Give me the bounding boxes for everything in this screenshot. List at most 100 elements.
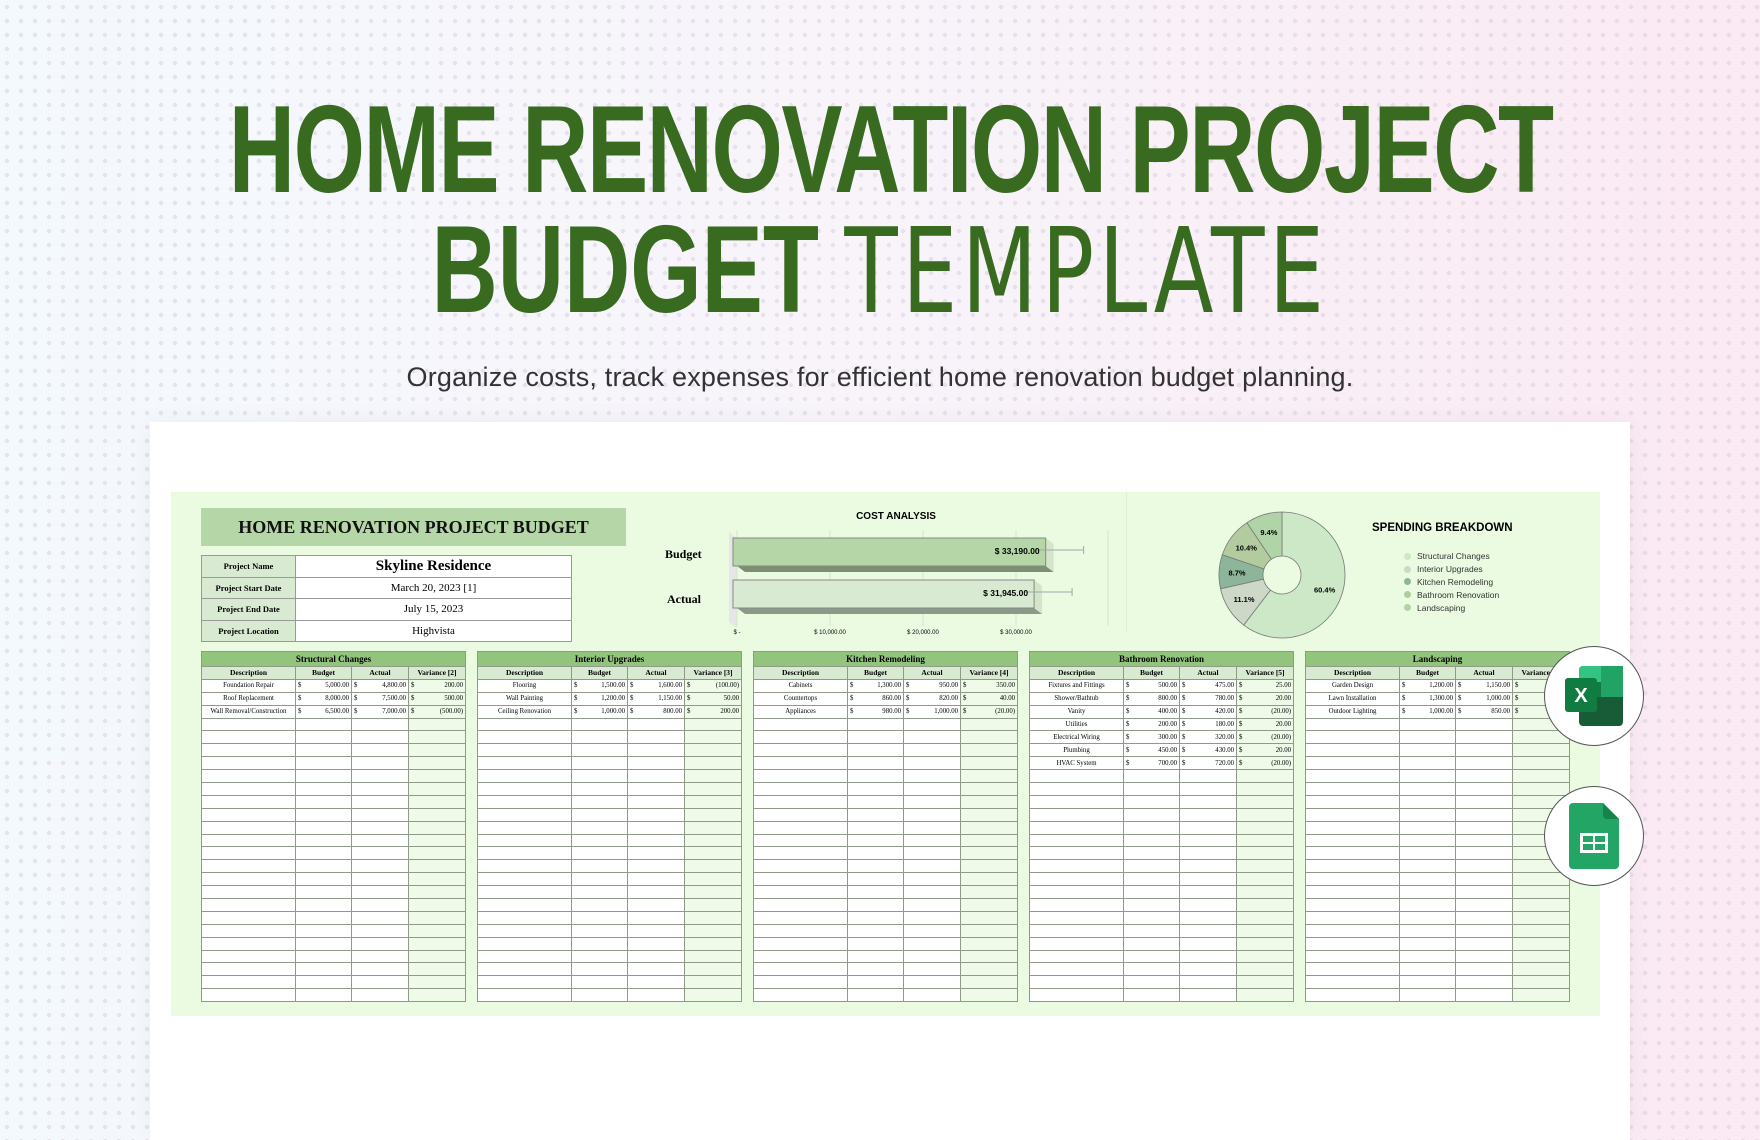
empty-cell[interactable] xyxy=(1455,833,1513,848)
empty-cell[interactable] xyxy=(627,975,685,990)
empty-cell[interactable] xyxy=(847,794,904,809)
empty-cell[interactable] xyxy=(903,988,961,1003)
amount-cell[interactable]: $800.00 xyxy=(627,704,685,719)
empty-cell[interactable] xyxy=(1029,949,1124,964)
amount-cell[interactable]: $300.00 xyxy=(1123,730,1180,745)
empty-cell[interactable] xyxy=(847,782,904,796)
empty-cell[interactable] xyxy=(571,898,628,912)
empty-cell[interactable] xyxy=(201,988,296,1003)
empty-cell[interactable] xyxy=(1029,872,1124,887)
empty-cell[interactable] xyxy=(1399,833,1456,848)
empty-cell[interactable] xyxy=(477,898,572,912)
empty-cell[interactable] xyxy=(847,833,904,848)
empty-cell[interactable] xyxy=(683,846,743,861)
empty-cell[interactable] xyxy=(407,743,467,758)
empty-cell[interactable] xyxy=(351,846,409,861)
empty-cell[interactable] xyxy=(903,885,961,900)
empty-cell[interactable] xyxy=(903,794,961,809)
empty-cell[interactable] xyxy=(477,923,572,938)
amount-cell[interactable]: $ (20.00) xyxy=(960,704,1018,719)
empty-cell[interactable] xyxy=(903,846,961,861)
empty-cell[interactable] xyxy=(683,975,743,990)
empty-cell[interactable] xyxy=(627,898,685,912)
empty-cell[interactable] xyxy=(683,820,743,835)
empty-cell[interactable] xyxy=(477,807,572,822)
description-cell[interactable]: Fixtures and Fittings xyxy=(1029,678,1124,693)
empty-cell[interactable] xyxy=(571,923,628,938)
empty-cell[interactable] xyxy=(1305,936,1400,951)
amount-cell[interactable]: $800.00 xyxy=(1123,691,1180,706)
empty-cell[interactable] xyxy=(903,975,961,990)
empty-cell[interactable] xyxy=(295,743,352,758)
empty-cell[interactable] xyxy=(903,717,961,732)
empty-cell[interactable] xyxy=(295,898,352,912)
empty-cell[interactable] xyxy=(1235,782,1295,796)
empty-cell[interactable] xyxy=(1305,743,1400,758)
empty-cell[interactable] xyxy=(1305,923,1400,938)
empty-cell[interactable] xyxy=(1511,910,1571,925)
empty-cell[interactable] xyxy=(1235,910,1295,925)
empty-cell[interactable] xyxy=(477,885,572,900)
empty-cell[interactable] xyxy=(1399,923,1456,938)
empty-cell[interactable] xyxy=(960,782,1018,796)
empty-cell[interactable] xyxy=(477,833,572,848)
empty-cell[interactable] xyxy=(1455,756,1513,771)
empty-cell[interactable] xyxy=(1305,820,1400,835)
empty-cell[interactable] xyxy=(201,743,296,758)
empty-cell[interactable] xyxy=(295,962,352,977)
empty-cell[interactable] xyxy=(571,936,628,951)
empty-cell[interactable] xyxy=(1123,859,1180,874)
empty-cell[interactable] xyxy=(1235,872,1295,887)
empty-cell[interactable] xyxy=(1123,782,1180,796)
empty-cell[interactable] xyxy=(407,769,467,784)
excel-badge[interactable]: X xyxy=(1544,646,1644,746)
empty-cell[interactable] xyxy=(683,756,743,771)
amount-cell[interactable]: $450.00 xyxy=(1123,743,1180,758)
empty-cell[interactable] xyxy=(1029,936,1124,951)
empty-cell[interactable] xyxy=(1235,859,1295,874)
empty-cell[interactable] xyxy=(960,833,1018,848)
empty-cell[interactable] xyxy=(1455,859,1513,874)
empty-cell[interactable] xyxy=(1455,910,1513,925)
empty-cell[interactable] xyxy=(1179,898,1237,912)
empty-cell[interactable] xyxy=(1399,949,1456,964)
empty-cell[interactable] xyxy=(351,820,409,835)
amount-cell[interactable]: $500.00 xyxy=(407,691,467,706)
empty-cell[interactable] xyxy=(903,923,961,938)
description-cell[interactable]: Wall Painting xyxy=(477,691,572,706)
empty-cell[interactable] xyxy=(1235,975,1295,990)
empty-cell[interactable] xyxy=(1123,910,1180,925)
empty-cell[interactable] xyxy=(903,743,961,758)
empty-cell[interactable] xyxy=(1179,936,1237,951)
empty-cell[interactable] xyxy=(627,962,685,977)
empty-cell[interactable] xyxy=(1455,975,1513,990)
amount-cell[interactable]: $1,300.00 xyxy=(847,678,904,693)
empty-cell[interactable] xyxy=(1511,988,1571,1003)
empty-cell[interactable] xyxy=(351,872,409,887)
empty-cell[interactable] xyxy=(477,717,572,732)
amount-cell[interactable]: $20.00 xyxy=(1235,743,1295,758)
empty-cell[interactable] xyxy=(1179,910,1237,925)
empty-cell[interactable] xyxy=(351,975,409,990)
empty-cell[interactable] xyxy=(753,949,848,964)
empty-cell[interactable] xyxy=(753,859,848,874)
empty-cell[interactable] xyxy=(1511,898,1571,912)
empty-cell[interactable] xyxy=(683,936,743,951)
empty-cell[interactable] xyxy=(1179,807,1237,822)
empty-cell[interactable] xyxy=(1029,820,1124,835)
empty-cell[interactable] xyxy=(571,833,628,848)
empty-cell[interactable] xyxy=(1399,769,1456,784)
empty-cell[interactable] xyxy=(1235,988,1295,1003)
empty-cell[interactable] xyxy=(477,769,572,784)
empty-cell[interactable] xyxy=(627,885,685,900)
empty-cell[interactable] xyxy=(1305,717,1400,732)
empty-cell[interactable] xyxy=(1123,885,1180,900)
empty-cell[interactable] xyxy=(295,820,352,835)
empty-cell[interactable] xyxy=(753,962,848,977)
empty-cell[interactable] xyxy=(847,743,904,758)
empty-cell[interactable] xyxy=(1399,962,1456,977)
empty-cell[interactable] xyxy=(683,872,743,887)
empty-cell[interactable] xyxy=(753,730,848,745)
amount-cell[interactable]: $20.00 xyxy=(1235,691,1295,706)
empty-cell[interactable] xyxy=(407,807,467,822)
